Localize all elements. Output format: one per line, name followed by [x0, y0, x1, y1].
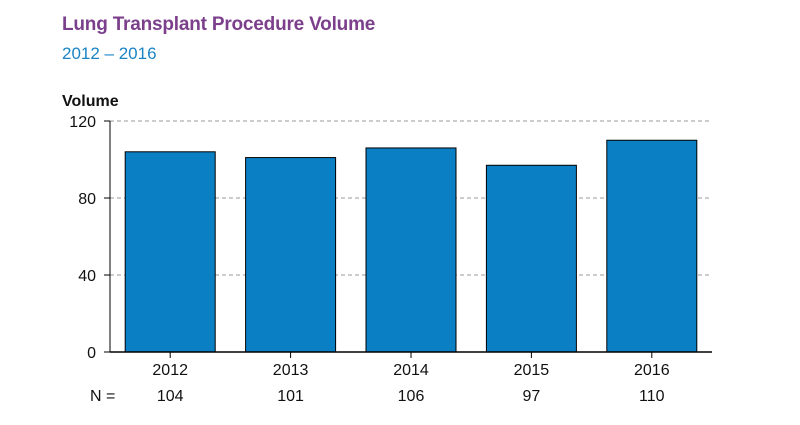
bar-2014	[365, 147, 457, 353]
y-axis-label: Volume	[62, 93, 119, 110]
bar-2013	[245, 157, 337, 353]
chart-title: Lung Transplant Procedure Volume	[62, 14, 376, 35]
y-tick-label: 120	[69, 114, 96, 131]
x-axis-ticks: 2012 2013 2014 2015 2016	[152, 352, 670, 379]
y-tick-label: 40	[78, 268, 96, 285]
n-value: 97	[523, 388, 541, 405]
bar-2015	[485, 164, 577, 353]
n-value: 104	[157, 388, 184, 405]
n-value: 110	[639, 388, 665, 405]
n-values: 104 101 106 97 110	[157, 388, 665, 405]
bars	[124, 139, 698, 353]
y-axis-ticks: 0 40 80 120	[69, 114, 110, 362]
x-tick-label: 2016	[634, 362, 670, 379]
y-tick-label: 0	[87, 345, 96, 362]
n-value: 101	[277, 388, 304, 405]
bar-2016	[606, 139, 698, 353]
y-tick-label: 80	[78, 191, 96, 208]
n-label: N =	[90, 388, 115, 405]
bar-2012	[124, 151, 216, 353]
x-tick-label: 2015	[514, 362, 550, 379]
x-tick-label: 2013	[273, 362, 309, 379]
chart-subtitle: 2012 – 2016	[62, 44, 157, 63]
x-tick-label: 2014	[393, 362, 429, 379]
n-value: 106	[398, 388, 425, 405]
x-tick-label: 2012	[152, 362, 188, 379]
